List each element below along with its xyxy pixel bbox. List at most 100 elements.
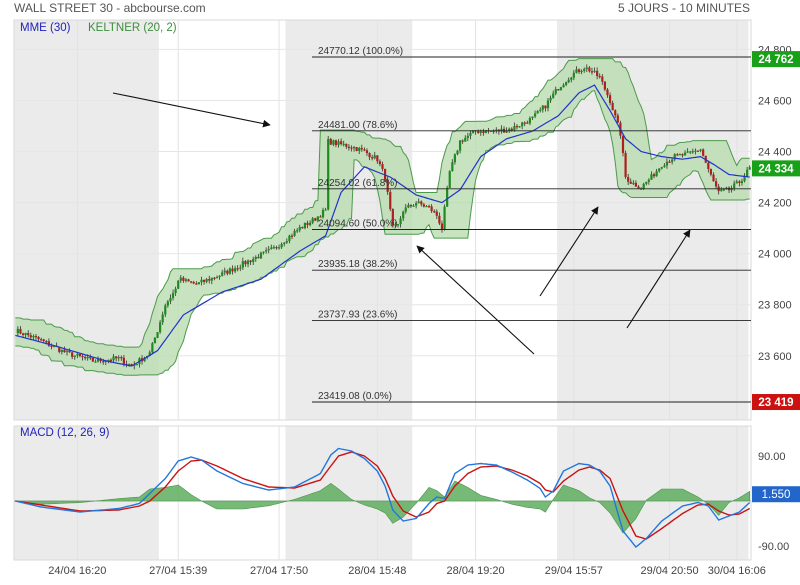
price-tag-label: 24 762 — [758, 54, 793, 66]
candle — [215, 277, 219, 279]
candle — [577, 69, 581, 73]
candle — [694, 150, 697, 152]
candle — [122, 357, 126, 364]
y-tick-label: 23 800 — [758, 300, 792, 312]
candle — [86, 357, 89, 359]
candle — [81, 356, 84, 358]
candle — [453, 154, 457, 163]
candle — [205, 279, 208, 282]
candle — [438, 215, 441, 224]
candle — [226, 270, 229, 274]
candle — [482, 131, 485, 133]
fib-level-label: 24254.02 (61.8%) — [318, 178, 398, 189]
x-tick-label: 27/04 17:50 — [250, 565, 308, 577]
candle — [177, 280, 180, 289]
candle — [34, 336, 38, 338]
candle — [642, 183, 645, 189]
legend-keltner[interactable]: KELTNER (20, 2) — [88, 22, 177, 34]
candle — [319, 216, 322, 218]
candle — [378, 161, 382, 165]
candle — [355, 147, 358, 151]
candle — [386, 179, 389, 192]
candle — [425, 205, 428, 208]
candle — [647, 179, 650, 182]
candle — [221, 272, 224, 276]
candle — [334, 140, 338, 145]
candle — [327, 138, 330, 210]
candle — [321, 209, 325, 218]
candle — [218, 275, 221, 278]
candle — [404, 207, 407, 212]
candle — [565, 82, 568, 85]
candle — [373, 155, 376, 159]
candle — [37, 337, 40, 340]
legend-ema[interactable]: MME (30) — [20, 22, 71, 34]
y-tick-label: 23 600 — [758, 351, 792, 363]
candle — [184, 279, 188, 281]
candle — [490, 130, 493, 132]
candle — [94, 361, 97, 363]
candle — [244, 261, 247, 265]
candle — [391, 209, 394, 226]
candle — [627, 177, 630, 182]
candle — [394, 224, 397, 226]
candle — [16, 328, 19, 334]
candle — [246, 260, 250, 265]
legend-macd[interactable]: MACD (12, 26, 9) — [20, 427, 110, 439]
candle — [658, 168, 661, 172]
candle — [159, 322, 162, 333]
candle — [267, 248, 270, 251]
candle — [236, 268, 239, 270]
candle — [722, 189, 725, 191]
candle — [301, 227, 304, 229]
candle — [443, 206, 446, 230]
candle — [748, 167, 751, 170]
candle — [127, 364, 131, 366]
candle — [311, 218, 314, 223]
candle — [665, 161, 669, 166]
candle — [76, 353, 79, 356]
candle — [580, 70, 583, 73]
candle — [681, 154, 684, 156]
candle — [601, 76, 604, 82]
candle — [143, 357, 146, 362]
y-tick-label: 24 200 — [758, 198, 792, 210]
candle — [303, 222, 307, 229]
candle — [306, 222, 309, 226]
price-tag-label: 24 334 — [758, 163, 794, 175]
x-tick-label: 28/04 15:48 — [348, 565, 406, 577]
candle — [192, 282, 195, 284]
x-tick-label: 30/04 16:06 — [708, 565, 766, 577]
candle — [629, 181, 632, 184]
candle — [210, 277, 213, 281]
candle — [549, 97, 552, 101]
candle — [156, 332, 159, 338]
candle — [316, 216, 319, 221]
candle — [231, 268, 234, 272]
candle — [329, 138, 332, 145]
candle — [153, 337, 157, 344]
price-panel-frame — [13, 19, 752, 421]
candle — [637, 186, 640, 189]
candle — [477, 131, 480, 133]
candle — [510, 128, 513, 131]
candle — [96, 358, 100, 362]
candle — [663, 165, 666, 168]
candle — [239, 267, 242, 269]
candle — [78, 353, 82, 357]
candle — [546, 100, 550, 109]
candle — [350, 147, 353, 149]
candle — [65, 350, 69, 353]
candle — [621, 135, 625, 153]
candle — [402, 211, 405, 219]
candle — [179, 277, 182, 281]
candle — [270, 247, 273, 249]
candle — [187, 279, 190, 282]
candle — [712, 174, 715, 182]
candle — [340, 141, 343, 145]
candle — [360, 147, 363, 150]
candle — [50, 345, 53, 347]
y-tick-label: 24 400 — [758, 147, 792, 159]
candle — [117, 357, 120, 359]
candle — [84, 357, 87, 359]
